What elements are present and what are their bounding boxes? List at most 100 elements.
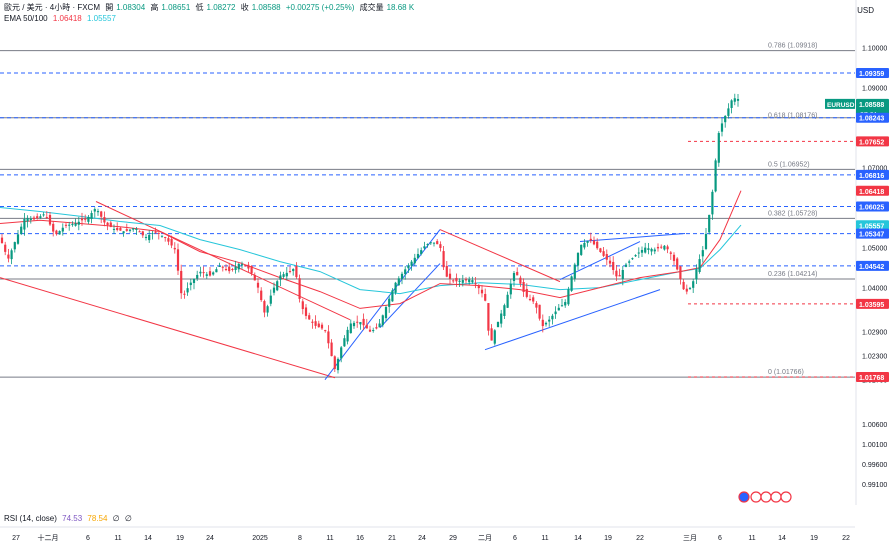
candle-body xyxy=(490,328,493,341)
candle-body xyxy=(103,217,106,223)
candle-body xyxy=(656,246,660,249)
ema-label: EMA 50/100 xyxy=(4,14,48,23)
x-tick-label: 11 xyxy=(326,535,333,542)
price-axis-label-box[interactable] xyxy=(856,372,889,382)
event-flag-icon[interactable] xyxy=(750,491,762,503)
x-tick-label: 29 xyxy=(449,535,457,542)
candle-body xyxy=(68,224,71,226)
candle-body xyxy=(61,227,64,232)
candle-body xyxy=(340,347,343,359)
candle-body xyxy=(349,323,352,334)
candle-body xyxy=(224,268,228,270)
candle-body xyxy=(148,235,151,241)
candle-body xyxy=(554,311,557,315)
event-flag-icon[interactable] xyxy=(760,491,772,503)
open-value: 1.08304 xyxy=(116,3,146,12)
candle-body xyxy=(679,266,682,280)
candle-body xyxy=(272,287,276,293)
candle-body xyxy=(189,282,192,286)
candle-body xyxy=(589,238,592,241)
x-tick-label: 21 xyxy=(388,535,396,542)
x-tick-label: 2025 xyxy=(252,535,268,542)
price-axis-label: 1.09359 xyxy=(859,71,884,78)
event-flag-icon[interactable] xyxy=(738,491,750,503)
ema50-value: 1.06418 xyxy=(52,14,82,23)
red-trend-line[interactable] xyxy=(439,229,561,283)
price-axis-label-box[interactable] xyxy=(856,228,889,239)
x-tick-label: 19 xyxy=(810,535,818,542)
candle-body xyxy=(618,275,621,277)
rsi-label: RSI (14, close) xyxy=(4,514,57,523)
chart-legend: 歐元 / 美元 · 4小時 · FXCM 開 1.08304 高 1.08651 低… xyxy=(4,2,417,13)
y-tick-label: 0.99600 xyxy=(862,462,887,469)
candle-body xyxy=(500,313,503,324)
downtrend-channel-line[interactable] xyxy=(0,277,336,379)
candle-body xyxy=(602,251,605,256)
price-axis-label-box[interactable] xyxy=(856,220,889,231)
symbol-title[interactable]: 歐元 / 美元 · 4小時 · FXCM xyxy=(4,3,100,12)
candle-body xyxy=(583,242,586,248)
candle-body xyxy=(688,287,692,289)
candle-body xyxy=(0,237,4,244)
event-flags[interactable] xyxy=(738,491,792,503)
rsi-legend[interactable]: RSI (14, close) 74.53 78.54 ∅ ∅ xyxy=(4,514,135,523)
candle-body xyxy=(247,264,250,269)
candle-body xyxy=(39,216,42,218)
rsi-extra-2: ∅ xyxy=(124,514,132,523)
candle-body xyxy=(96,211,100,213)
event-flag-icon[interactable] xyxy=(780,491,792,503)
candle-body xyxy=(605,254,608,260)
x-tick-label: 22 xyxy=(842,535,850,542)
candle-body xyxy=(132,228,135,230)
candle-body xyxy=(608,260,612,264)
downtrend-channel-line[interactable] xyxy=(95,201,351,321)
candle-body xyxy=(381,315,384,326)
price-axis-label-box[interactable] xyxy=(856,298,889,309)
candle-body xyxy=(394,282,397,293)
candle-body xyxy=(218,265,221,267)
candle-body xyxy=(164,237,167,239)
price-axis-label-box[interactable] xyxy=(856,185,889,196)
candle-body xyxy=(260,290,263,301)
price-axis-label: 1.07652 xyxy=(859,139,884,146)
price-axis-label-box[interactable] xyxy=(856,260,889,271)
candle-body xyxy=(192,278,196,284)
volume-label: 成交量 xyxy=(359,3,384,12)
candle-body xyxy=(263,301,266,313)
candle-body xyxy=(71,224,74,226)
uptrend-channel-line[interactable] xyxy=(559,241,641,281)
low-label: 低 xyxy=(195,3,204,12)
candle-body xyxy=(311,321,314,323)
event-flag-icon[interactable] xyxy=(770,491,782,503)
price-axis-label-box[interactable] xyxy=(856,201,889,212)
candle-body xyxy=(663,245,666,250)
price-axis-label-box[interactable] xyxy=(856,112,889,123)
candle-body xyxy=(208,271,212,276)
candle-body xyxy=(493,330,496,344)
candle-body xyxy=(631,258,634,260)
symbol-tag-box[interactable] xyxy=(825,98,855,109)
price-axis-label-box[interactable] xyxy=(856,68,889,78)
candle-body xyxy=(29,218,32,221)
candle-body xyxy=(685,288,688,292)
candle-body xyxy=(151,233,154,235)
candle-body xyxy=(461,280,464,283)
candle-body xyxy=(266,306,269,313)
price-axis-label-box[interactable] xyxy=(856,169,889,180)
candle-body xyxy=(32,217,36,220)
candle-body xyxy=(237,263,240,270)
symbol-tag: EURUSD xyxy=(827,102,855,109)
price-axis-label-box[interactable] xyxy=(856,136,889,147)
candle-body xyxy=(644,247,647,253)
candle-body xyxy=(45,217,48,219)
uptrend-channel-line[interactable] xyxy=(379,263,441,329)
change-value: +0.00275 (+0.25%) xyxy=(285,3,355,12)
currency-label[interactable]: USD xyxy=(857,6,874,15)
ema-legend[interactable]: EMA 50/100 1.06418 1.05557 xyxy=(4,14,119,23)
y-tick-label: 1.05000 xyxy=(862,246,887,253)
candle-body xyxy=(279,275,282,280)
uptrend-channel-line[interactable] xyxy=(484,289,661,351)
candle-body xyxy=(157,232,160,234)
candle-body xyxy=(621,269,624,279)
